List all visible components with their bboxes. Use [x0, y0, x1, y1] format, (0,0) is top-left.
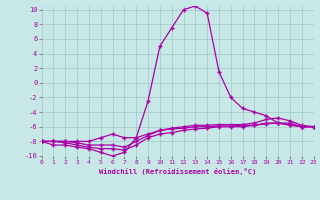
X-axis label: Windchill (Refroidissement éolien,°C): Windchill (Refroidissement éolien,°C) — [99, 168, 256, 175]
